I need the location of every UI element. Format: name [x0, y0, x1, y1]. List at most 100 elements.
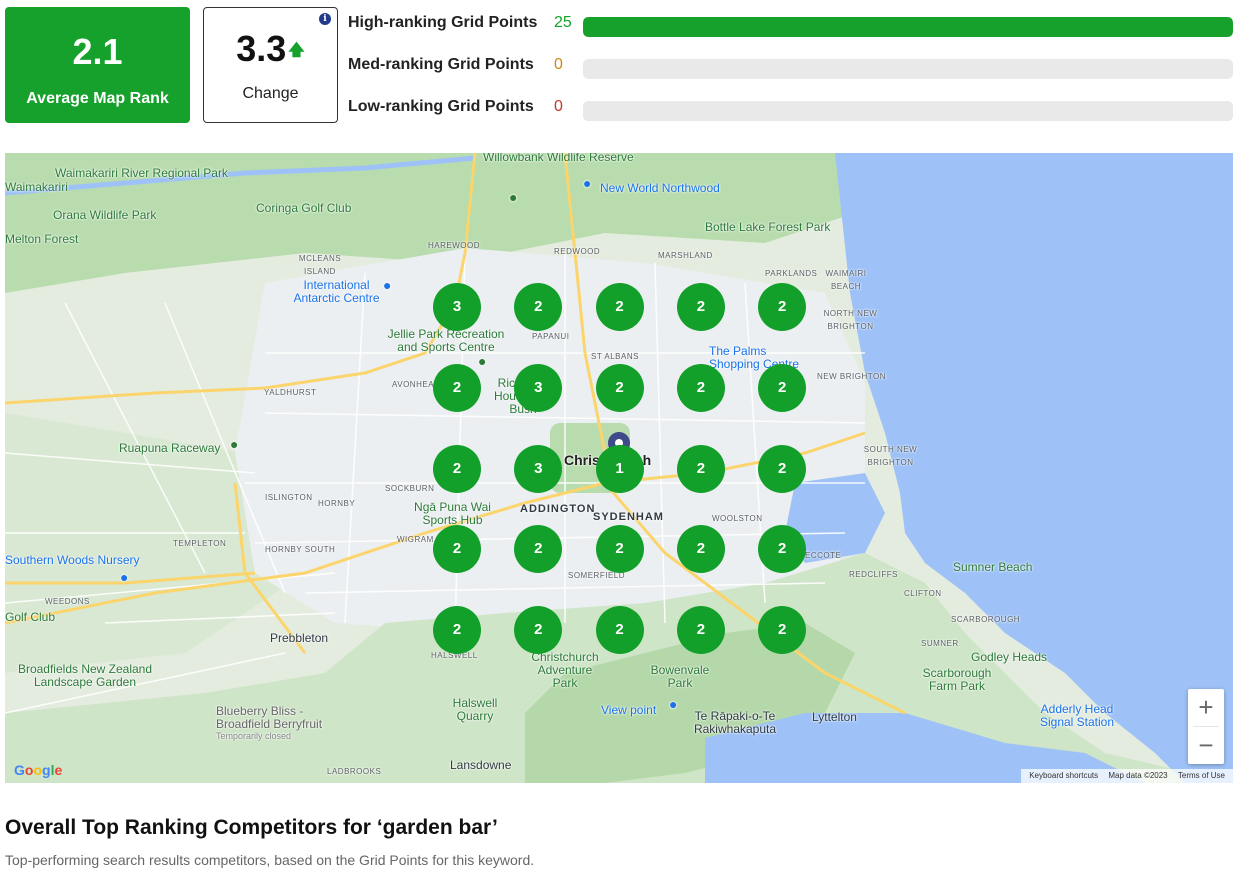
- place-label: LADBROOKS: [327, 767, 382, 776]
- place-label: Bottle Lake Forest Park: [705, 220, 831, 234]
- grid-points-count: 0: [554, 56, 563, 73]
- average-map-rank-card: 2.1 Average Map Rank: [5, 7, 190, 123]
- grid-points-bar: [583, 17, 1233, 37]
- grid-points-count: 25: [554, 14, 572, 31]
- place-label: SCARBOROUGH: [951, 615, 1021, 624]
- rank-pin[interactable]: 3: [433, 283, 481, 331]
- place-label: Temporarily closed: [216, 731, 292, 741]
- place-label: Halswell Quarry: [452, 696, 498, 723]
- place-label: ADDINGTON: [520, 503, 596, 515]
- place-label: MCLEANS ISLAND: [298, 254, 342, 276]
- place-label: Orana Wildlife Park: [53, 208, 157, 222]
- average-rank-label: Average Map Rank: [26, 90, 169, 107]
- place-label: YALDHURST: [264, 388, 317, 397]
- rank-pin[interactable]: 2: [758, 606, 807, 655]
- place-label: SYDENHAM: [593, 511, 664, 523]
- info-icon[interactable]: i: [319, 13, 331, 25]
- zoom-out-button[interactable]: −: [1198, 730, 1214, 760]
- rank-pin[interactable]: 2: [676, 363, 725, 412]
- grid-points-label: High-ranking Grid Points: [348, 14, 538, 31]
- place-label: International Antarctic Centre: [293, 278, 380, 305]
- place-label: Te Rāpaki-o-Te Rakiwhakaputa: [693, 709, 777, 736]
- place-label: SOMERFIELD: [568, 571, 626, 580]
- rank-pin[interactable]: 2: [514, 525, 563, 574]
- park-marker-icon: ●: [230, 436, 239, 452]
- high-ranking-row: High-ranking Grid Points 25: [348, 12, 1233, 37]
- attraction-marker-icon: ●: [383, 277, 392, 293]
- grid-points-label: Low-ranking Grid Points: [348, 98, 534, 115]
- rank-pin[interactable]: 1: [595, 444, 644, 493]
- place-label: Jellie Park Recreation and Sports Centre: [387, 327, 505, 354]
- place-label: PARKLANDS: [765, 269, 818, 278]
- competitors-title: Overall Top Ranking Competitors for ‘gar…: [5, 816, 498, 839]
- rank-pin[interactable]: 2: [433, 444, 481, 493]
- keyboard-shortcuts-link[interactable]: Keyboard shortcuts: [1029, 771, 1099, 780]
- place-label: SUMNER: [921, 639, 959, 648]
- rank-pin[interactable]: 2: [514, 283, 563, 331]
- rank-pin[interactable]: 2: [676, 283, 725, 331]
- place-label: Broadfields New Zealand Landscape Garden: [17, 662, 153, 689]
- place-label: View point: [601, 703, 657, 717]
- place-label: AVONHEAD: [392, 380, 441, 389]
- rank-pin[interactable]: 3: [514, 363, 563, 412]
- rank-pin[interactable]: 2: [758, 363, 807, 412]
- place-label: Sumner Beach: [953, 560, 1033, 574]
- place-label: HALSWELL: [431, 651, 478, 660]
- place-label: ISLINGTON: [265, 493, 313, 502]
- grid-points-bar: [583, 59, 1233, 79]
- google-logo[interactable]: Google: [14, 762, 63, 778]
- place-label: WOOLSTON: [712, 514, 763, 523]
- rank-pin[interactable]: 2: [433, 606, 481, 655]
- place-label: New World Northwood: [600, 181, 720, 195]
- grid-points-bar-fill: [583, 17, 1233, 37]
- place-label: PAPANUI: [532, 332, 570, 341]
- rank-pin[interactable]: 2: [595, 283, 644, 331]
- place-label: SOCKBURN: [385, 484, 435, 493]
- zoom-in-button[interactable]: +: [1198, 692, 1214, 722]
- zoom-controls: + −: [1188, 689, 1224, 764]
- rank-pin[interactable]: 2: [758, 283, 807, 331]
- rank-pin[interactable]: 2: [595, 606, 644, 655]
- place-label: Ngā Puna Wai Sports Hub: [414, 500, 491, 527]
- rank-pin[interactable]: 2: [758, 525, 807, 574]
- arrow-up-icon: 🡅: [288, 42, 305, 59]
- change-value-wrap: 3.3 🡅: [204, 28, 337, 70]
- place-label: Prebbleton: [270, 631, 329, 645]
- place-label: Scarborough Farm Park: [922, 666, 992, 693]
- place-label: WAIMAIRI BEACH: [825, 269, 867, 291]
- map-base: [5, 153, 1233, 783]
- rank-pin[interactable]: 2: [595, 525, 644, 574]
- rank-pin[interactable]: 3: [514, 444, 563, 493]
- rank-grid-map[interactable]: Willowbank Wildlife Reserve New World No…: [5, 153, 1233, 783]
- place-label: TEMPLETON: [173, 539, 227, 548]
- change-card: i 3.3 🡅 Change: [203, 7, 338, 123]
- park-marker-icon: ●: [509, 189, 518, 205]
- place-label: Melton Forest: [5, 232, 79, 246]
- place-label: Blueberry Bliss - Broadfield Berryfruit: [216, 704, 323, 731]
- place-label: HAREWOOD: [428, 241, 480, 250]
- place-label: Lyttelton: [812, 710, 857, 724]
- average-rank-value: 2.1: [72, 31, 123, 72]
- place-label: Southern Woods Nursery: [5, 553, 140, 567]
- rank-pin[interactable]: 2: [595, 363, 644, 412]
- terms-of-use-link[interactable]: Terms of Use: [1177, 771, 1225, 780]
- map-data-label: Map data ©2023: [1108, 771, 1168, 780]
- rank-pin[interactable]: 2: [676, 525, 725, 574]
- place-label: Golf Club: [5, 610, 56, 624]
- place-label: NEW BRIGHTON: [817, 372, 886, 381]
- rank-pin[interactable]: 2: [433, 525, 481, 574]
- rank-pin[interactable]: 2: [514, 606, 563, 655]
- rank-pin[interactable]: 2: [676, 606, 725, 655]
- place-label: WIGRAM: [397, 535, 434, 544]
- grid-points-label: Med-ranking Grid Points: [348, 56, 534, 73]
- rank-pin[interactable]: 2: [433, 363, 481, 412]
- rank-pin[interactable]: 2: [676, 444, 725, 493]
- place-label: Ruapuna Raceway: [119, 441, 221, 455]
- place-label: Bowenvale Park: [650, 663, 710, 690]
- rank-pin[interactable]: 2: [758, 444, 807, 493]
- low-ranking-row: Low-ranking Grid Points 0: [348, 96, 1233, 121]
- grid-points-count: 0: [554, 98, 563, 115]
- place-label: Godley Heads: [971, 650, 1048, 664]
- place-label: WEEDONS: [45, 597, 90, 606]
- shopping-marker-icon: ●: [583, 175, 592, 191]
